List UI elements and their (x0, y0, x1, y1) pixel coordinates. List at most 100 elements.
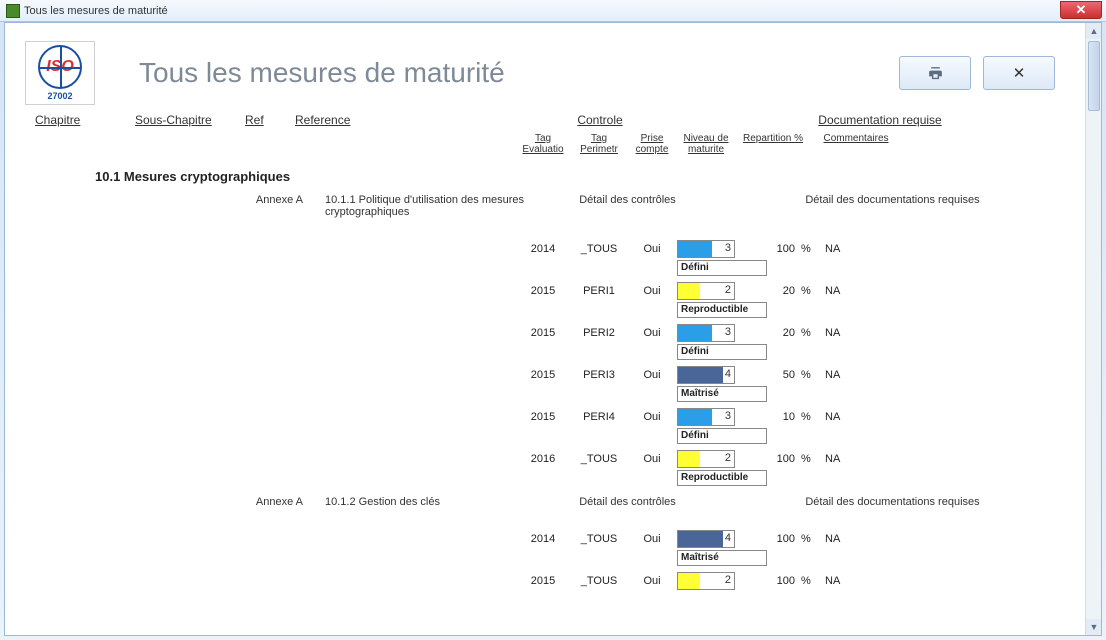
tag-evaluation: 2015 (515, 366, 571, 381)
commentaire: NA (819, 282, 879, 297)
prise-compte: Oui (627, 240, 677, 255)
niveau-bar: 3 (677, 324, 735, 342)
iso-logo: ISO 27002 (25, 41, 95, 105)
percent-sign: % (801, 240, 819, 255)
col-souschap: Sous-Chapitre (135, 113, 245, 127)
close-form-button[interactable]: ✕ (983, 56, 1055, 90)
niveau-maturite: 2Reproductible (677, 450, 735, 486)
data-row: 2015PERI1Oui2Reproductible20%NA (25, 282, 1065, 324)
tag-perimetre: _TOUS (571, 572, 627, 587)
commentaire: NA (819, 530, 879, 545)
prise-compte: Oui (627, 324, 677, 339)
annexe-label: Annexe A (25, 194, 325, 218)
detail-docs-label: Détail des documentations requises (720, 496, 1065, 508)
prise-compte: Oui (627, 450, 677, 465)
commentaire: NA (819, 240, 879, 255)
print-button[interactable] (899, 56, 971, 90)
scroll-down-arrow[interactable]: ▼ (1086, 619, 1102, 635)
col-controle: Controle (505, 113, 695, 127)
niveau-value: 4 (725, 368, 731, 380)
niveau-label: Reproductible (677, 302, 767, 318)
data-row: 2014_TOUSOui3Défini100%NA (25, 240, 1065, 282)
iso-logo-number: 27002 (47, 91, 72, 101)
scroll-area: ISO 27002 Tous les mesures de maturité ✕… (5, 23, 1085, 635)
tag-evaluation: 2014 (515, 240, 571, 255)
prise-compte: Oui (627, 282, 677, 297)
col-chapitre: Chapitre (35, 113, 135, 127)
niveau-label: Maîtrisé (677, 550, 767, 566)
data-row: 2016_TOUSOui2Reproductible100%NA (25, 450, 1065, 492)
niveau-value: 3 (725, 326, 731, 338)
window-titlebar: Tous les mesures de maturité ✕ (0, 0, 1106, 22)
subcol-niveau: Niveau de maturite (677, 133, 735, 155)
tag-evaluation: 2016 (515, 450, 571, 465)
niveau-label: Reproductible (677, 470, 767, 486)
tag-evaluation: 2014 (515, 530, 571, 545)
scroll-up-arrow[interactable]: ▲ (1086, 23, 1102, 39)
window-close-button[interactable]: ✕ (1060, 1, 1102, 19)
scroll-thumb[interactable] (1088, 41, 1100, 111)
reference-row: Annexe A 10.1.1 Politique d'utilisation … (25, 190, 1065, 220)
niveau-maturite: 3Défini (677, 324, 735, 360)
vertical-scrollbar[interactable]: ▲ ▼ (1085, 23, 1101, 635)
tag-perimetre: PERI3 (571, 366, 627, 381)
prise-compte: Oui (627, 530, 677, 545)
reference-text: 10.1.2 Gestion des clés (325, 496, 535, 508)
tag-evaluation: 2015 (515, 324, 571, 339)
tag-evaluation: 2015 (515, 408, 571, 423)
niveau-value: 3 (725, 410, 731, 422)
header-row: ISO 27002 Tous les mesures de maturité ✕ (25, 41, 1065, 105)
col-reference: Reference (295, 113, 505, 127)
niveau-bar: 3 (677, 240, 735, 258)
subcol-comm: Commentaires (811, 133, 901, 155)
niveau-maturite: 2 (677, 572, 735, 592)
niveau-maturite: 4Maîtrisé (677, 366, 735, 402)
percent-sign: % (801, 408, 819, 423)
commentaire: NA (819, 366, 879, 381)
tag-perimetre: _TOUS (571, 240, 627, 255)
tag-perimetre: PERI1 (571, 282, 627, 297)
page-title: Tous les mesures de maturité (139, 57, 885, 89)
printer-icon (927, 65, 944, 82)
data-row: 2014_TOUSOui4Maîtrisé100%NA (25, 530, 1065, 572)
data-group-2: 2014_TOUSOui4Maîtrisé100%NA2015_TOUSOui2… (25, 530, 1065, 614)
niveau-value: 3 (725, 242, 731, 254)
niveau-bar: 4 (677, 530, 735, 548)
tag-evaluation: 2015 (515, 282, 571, 297)
data-group-1: 2014_TOUSOui3Défini100%NA2015PERI1Oui2Re… (25, 240, 1065, 492)
percent-sign: % (801, 324, 819, 339)
niveau-bar: 3 (677, 408, 735, 426)
col-ref: Ref (245, 113, 295, 127)
tag-perimetre: PERI2 (571, 324, 627, 339)
commentaire: NA (819, 450, 879, 465)
niveau-label: Défini (677, 260, 767, 276)
percent-sign: % (801, 366, 819, 381)
detail-controles-label: Détail des contrôles (535, 496, 720, 508)
niveau-bar: 2 (677, 282, 735, 300)
repartition-value: 100 (735, 450, 801, 465)
reference-text: 10.1.1 Politique d'utilisation des mesur… (325, 194, 535, 218)
repartition-value: 50 (735, 366, 801, 381)
percent-sign: % (801, 450, 819, 465)
repartition-value: 100 (735, 240, 801, 255)
window-title: Tous les mesures de maturité (24, 5, 168, 17)
niveau-value: 2 (725, 284, 731, 296)
repartition-value: 10 (735, 408, 801, 423)
tag-perimetre: _TOUS (571, 530, 627, 545)
niveau-maturite: 3Défini (677, 240, 735, 276)
repartition-value: 100 (735, 530, 801, 545)
detail-docs-label: Détail des documentations requises (720, 194, 1065, 218)
detail-controles-label: Détail des contrôles (535, 194, 720, 218)
commentaire: NA (819, 324, 879, 339)
niveau-maturite: 4Maîtrisé (677, 530, 735, 566)
subcol-tageval: Tag Evaluatio (515, 133, 571, 155)
niveau-value: 2 (725, 574, 731, 586)
reference-row: Annexe A 10.1.2 Gestion des clés Détail … (25, 492, 1065, 510)
repartition-value: 20 (735, 282, 801, 297)
section-title: 10.1 Mesures cryptographiques (95, 169, 1065, 184)
data-row: 2015PERI3Oui4Maîtrisé50%NA (25, 366, 1065, 408)
prise-compte: Oui (627, 572, 677, 587)
prise-compte: Oui (627, 408, 677, 423)
sub-headers: Tag Evaluatio Tag Perimetr Prise compte … (25, 133, 1065, 155)
tag-perimetre: PERI4 (571, 408, 627, 423)
